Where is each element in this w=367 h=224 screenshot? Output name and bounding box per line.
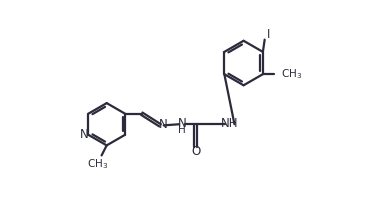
Text: NH: NH <box>221 117 238 130</box>
Text: I: I <box>267 28 270 41</box>
Text: N: N <box>178 117 186 130</box>
Text: N: N <box>80 128 89 141</box>
Text: N: N <box>159 118 168 131</box>
Text: H: H <box>178 125 186 135</box>
Text: O: O <box>191 145 200 158</box>
Text: CH$_3$: CH$_3$ <box>87 157 108 171</box>
Text: CH$_3$: CH$_3$ <box>281 67 302 81</box>
